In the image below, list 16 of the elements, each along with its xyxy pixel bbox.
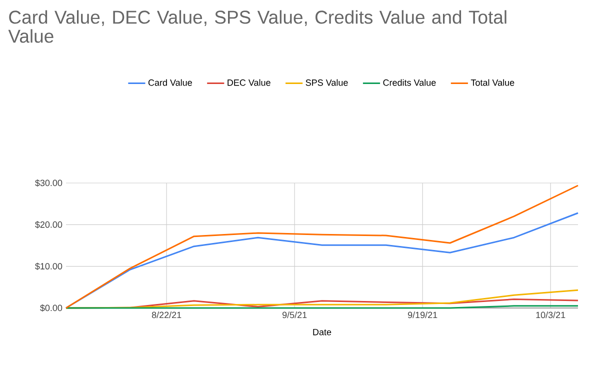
line-series [65, 184, 579, 309]
chart-title: Card Value, DEC Value, SPS Value, Credits Value and Total Value [8, 10, 506, 43]
x-tick-label: 8/22/21 [152, 312, 182, 318]
x-axis-title: Date [313, 329, 332, 336]
legend-label: Total Value [470, 79, 514, 86]
legend-label: DEC Value [228, 79, 270, 86]
y-tick-label: $10.00 [35, 262, 62, 270]
y-tick-label: $20.00 [35, 221, 62, 228]
x-tick-label: 9/5/21 [282, 312, 307, 318]
y-tick-label: $0.00 [40, 304, 62, 312]
y-tick-label: $30.00 [35, 179, 62, 187]
legend-label: Card Value [148, 79, 192, 86]
legend-label: Credits Value [383, 79, 436, 86]
x-tick-label: 9/19/21 [408, 312, 438, 318]
legend-label: SPS Value [306, 79, 348, 86]
x-tick-label: 10/3/21 [536, 312, 566, 318]
